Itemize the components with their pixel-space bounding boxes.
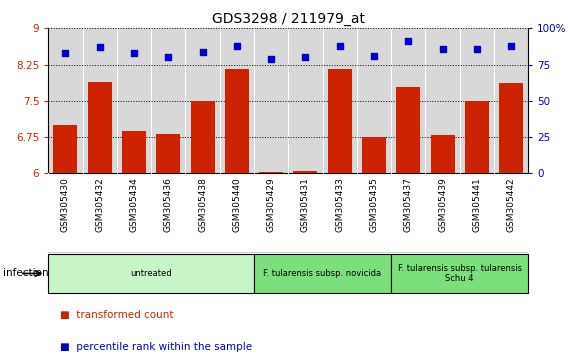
Point [130,50,139,56]
FancyBboxPatch shape [254,254,391,293]
Point [507,43,516,48]
Bar [156,134,180,173]
Point [61,50,70,56]
Text: untreated: untreated [130,269,172,278]
Point [335,43,344,48]
Bar [328,69,352,173]
Text: GSM305440: GSM305440 [232,177,241,232]
Bar [122,131,146,173]
Text: GSM305432: GSM305432 [95,177,104,232]
Bar [53,125,77,173]
Text: GSM305435: GSM305435 [369,177,378,232]
FancyBboxPatch shape [48,254,254,293]
Text: GSM305429: GSM305429 [266,177,275,232]
Text: F. tularensis subsp. novicida: F. tularensis subsp. novicida [264,269,382,278]
Point [95,44,105,50]
Point [164,55,173,60]
Bar [190,101,215,173]
Text: GSM305442: GSM305442 [507,177,516,232]
Bar [465,101,489,173]
Text: ■  percentile rank within the sample: ■ percentile rank within the sample [60,342,252,352]
Text: GSM305430: GSM305430 [61,177,70,232]
Text: GSM305437: GSM305437 [404,177,413,232]
Bar [259,172,283,173]
Point [266,56,275,62]
Point [472,46,481,51]
Text: GSM305441: GSM305441 [473,177,481,232]
Title: GDS3298 / 211979_at: GDS3298 / 211979_at [212,12,365,26]
Point [369,53,378,59]
Point [404,39,413,44]
Text: GSM305436: GSM305436 [164,177,173,232]
Bar [362,137,386,173]
Point [232,43,241,48]
FancyBboxPatch shape [391,254,528,293]
Text: GSM305438: GSM305438 [198,177,207,232]
Text: ■  transformed count: ■ transformed count [60,310,173,320]
Bar [431,135,454,173]
Text: GSM305434: GSM305434 [130,177,139,232]
Text: infection: infection [3,268,48,279]
Bar [225,69,249,173]
Point [198,49,207,55]
Text: GSM305439: GSM305439 [438,177,447,232]
Point [301,55,310,60]
Bar [294,171,318,173]
Bar [87,81,112,173]
Text: GSM305433: GSM305433 [335,177,344,232]
Bar [499,82,523,173]
Point [438,46,447,51]
Bar [396,87,420,173]
Text: GSM305431: GSM305431 [301,177,310,232]
Text: F. tularensis subsp. tularensis
Schu 4: F. tularensis subsp. tularensis Schu 4 [398,264,521,283]
